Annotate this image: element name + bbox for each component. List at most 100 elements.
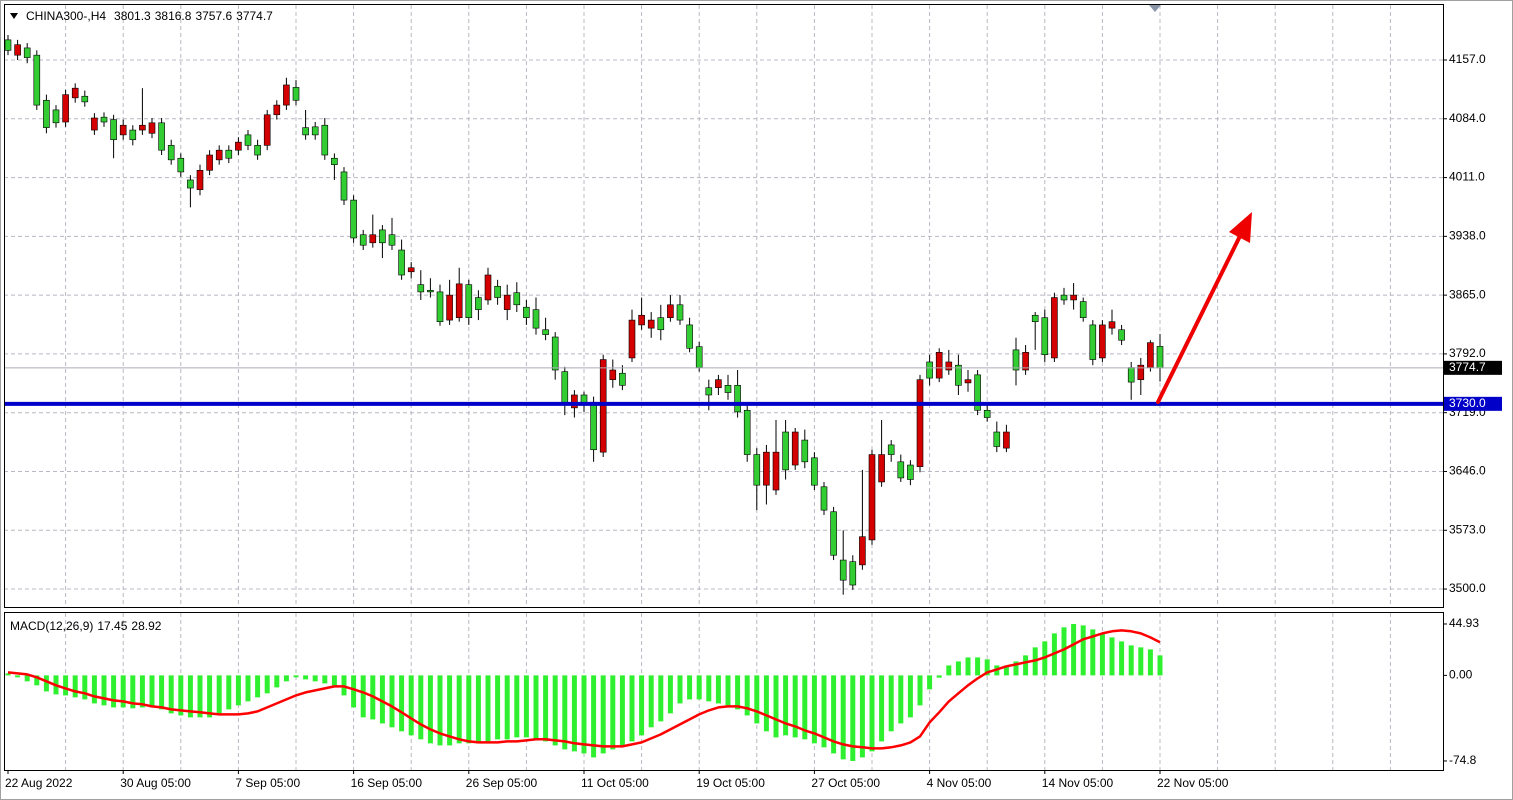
candle-body: [715, 379, 722, 389]
candle-body: [1118, 329, 1125, 341]
macd-title: MACD(12,26,9): [10, 619, 93, 633]
macd-histogram-bar: [303, 675, 309, 680]
candle-body: [110, 119, 117, 141]
macd-histogram-bar: [859, 675, 865, 758]
x-tick-label: 7 Sep 05:00: [235, 776, 300, 790]
macd-histogram-bar: [226, 675, 232, 710]
x-tick-label: 30 Aug 05:00: [120, 776, 191, 790]
candle-body: [599, 359, 607, 453]
candle-body: [523, 306, 530, 318]
candle-body: [955, 364, 962, 386]
candle-body: [878, 454, 885, 483]
macd-histogram-bar: [82, 675, 88, 700]
support-label-box: [1444, 396, 1502, 411]
macd-histogram-bar: [101, 675, 107, 706]
candle-body: [254, 145, 261, 156]
macd-histogram-bar: [120, 675, 126, 708]
y-tick-label: 4084.0: [1449, 111, 1486, 125]
candle-body: [427, 289, 434, 293]
x-tick-label: 22 Nov 05:00: [1157, 776, 1229, 790]
last-price-label: 3774.7: [1449, 360, 1486, 374]
macd-histogram-bar: [600, 675, 606, 754]
candle-body: [1070, 294, 1077, 301]
candle-body: [494, 285, 501, 298]
last-price-box: [1444, 360, 1502, 375]
candle-body: [503, 294, 511, 310]
high-value: 3816.8: [155, 9, 192, 23]
macd-histogram-bar: [562, 675, 568, 750]
y-tick-label: 44.93: [1449, 616, 1479, 630]
candle-body: [446, 294, 453, 321]
symbol: CHINA300-,H4: [26, 9, 106, 23]
macd-histogram-bar: [485, 675, 491, 742]
macd-histogram-bar: [1119, 641, 1125, 676]
candle-body: [935, 352, 943, 379]
candle-body: [628, 319, 636, 359]
macd-histogram-bar: [389, 675, 395, 728]
macd-histogram-bar: [322, 675, 328, 684]
macd-histogram-bar: [927, 675, 933, 690]
macd-histogram-bar: [437, 675, 443, 746]
y-tick-label: 4011.0: [1449, 170, 1485, 184]
macd-histogram-bar: [399, 675, 405, 732]
candle-body: [907, 464, 914, 480]
macd-histogram-bar: [43, 675, 49, 692]
candle-body: [724, 385, 732, 393]
candle-body: [263, 114, 271, 146]
candle-body: [206, 154, 213, 171]
macd-histogram-bar: [658, 675, 664, 722]
macd-histogram-bar: [1061, 627, 1067, 676]
candle-body: [436, 291, 444, 323]
macd-histogram-bar: [1090, 629, 1096, 676]
macd-histogram-bar: [523, 675, 529, 738]
candle-body: [926, 361, 933, 379]
macd-main-value: 17.45: [97, 619, 127, 633]
candle-body: [964, 379, 972, 384]
candle-body: [974, 374, 981, 411]
candle-body: [1003, 431, 1010, 449]
candle-body: [81, 95, 89, 103]
candle-body: [734, 385, 741, 413]
candle-body: [1022, 352, 1029, 371]
candle-body: [571, 394, 578, 409]
x-tick-label: 11 Oct 05:00: [581, 776, 649, 790]
macd-histogram-bar: [975, 657, 981, 676]
y-tick-label: 0.00: [1449, 668, 1473, 682]
candle-body: [465, 284, 473, 318]
macd-histogram-bar: [1109, 637, 1115, 676]
low-value: 3757.6: [195, 9, 232, 23]
x-tick-label: 4 Nov 05:00: [927, 776, 992, 790]
symbol-menu-icon: [10, 13, 18, 19]
candle-body: [782, 431, 789, 471]
macd-histogram-bar: [466, 675, 472, 744]
candle-body: [859, 536, 866, 566]
macd-histogram-bar: [1023, 655, 1029, 676]
macd-panel-frame: [4, 612, 1444, 771]
macd-histogram-bar: [63, 675, 69, 696]
candle-body: [1137, 364, 1145, 380]
candle-body: [1108, 321, 1116, 329]
x-tick-label: 14 Nov 05:00: [1042, 776, 1114, 790]
candle-body: [1099, 324, 1106, 359]
macd-histogram-bar: [1138, 647, 1144, 676]
candle-body: [100, 116, 108, 123]
y-tick-label: 4157.0: [1449, 52, 1486, 66]
candle-body: [369, 234, 377, 244]
candle-body: [1031, 314, 1039, 323]
candle-body: [244, 134, 252, 146]
macd-histogram-bar: [351, 675, 357, 708]
macd-histogram-bar: [111, 675, 117, 708]
macd-histogram-bar: [139, 675, 145, 708]
candle-body: [983, 409, 991, 418]
macd-histogram-bar: [667, 675, 673, 714]
open-value: 3801.3: [114, 9, 151, 23]
macd-histogram-bar: [1157, 655, 1163, 676]
candle-body: [273, 104, 281, 116]
macd-histogram-bar: [965, 657, 971, 676]
candle-body: [158, 122, 165, 151]
macd-histogram-bar: [504, 675, 510, 740]
candle-body: [235, 141, 242, 151]
data-layer: [4, 35, 1443, 761]
candle-body: [311, 126, 319, 136]
